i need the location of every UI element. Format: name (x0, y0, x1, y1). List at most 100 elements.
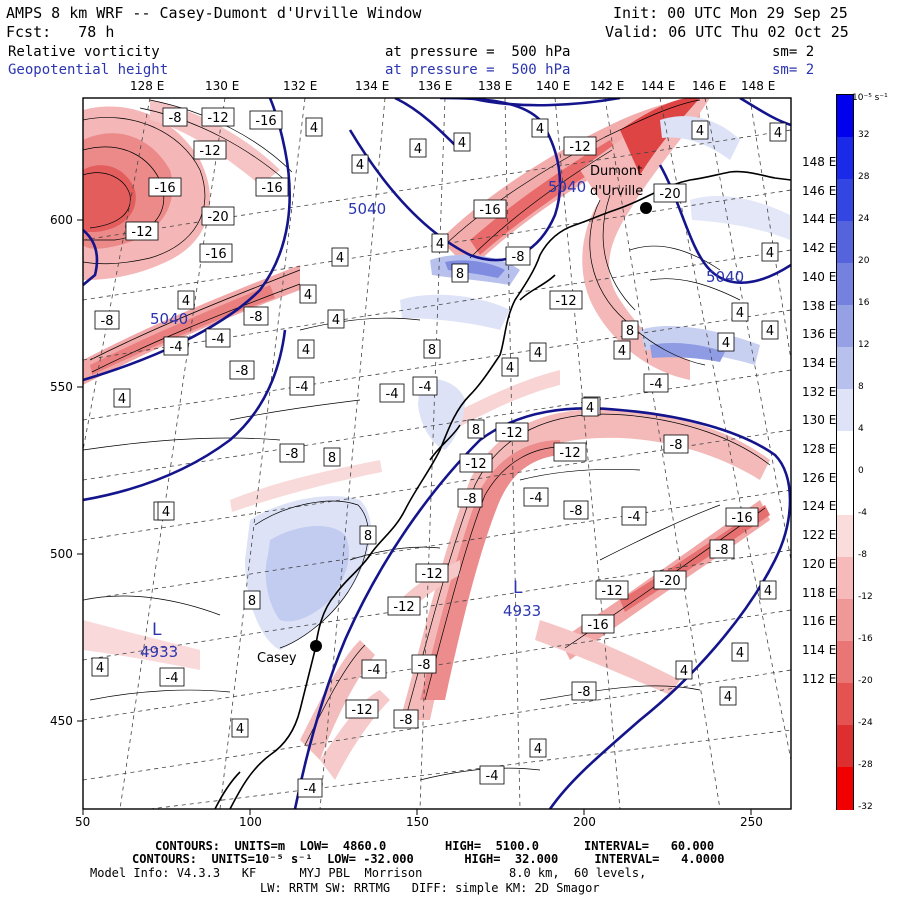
vorticity-label: 4 (182, 294, 190, 309)
vorticity-label: 8 (428, 343, 436, 358)
vorticity-label: -4 (166, 671, 179, 686)
vorticity-label-box (243, 306, 269, 326)
vorticity-label-box (581, 614, 615, 634)
vorticity-label-box (505, 246, 531, 266)
vorticity-label: -16 (255, 114, 276, 129)
colorbar-tick-label: 4 (858, 424, 864, 434)
vorticity-label: 8 (364, 529, 372, 544)
colorbar-tick-label: 20 (858, 256, 870, 266)
footer-physics-info: LW: RRTM SW: RRTMG DIFF: simple KM: 2D S… (260, 881, 600, 895)
vorticity-label: 4 (764, 584, 772, 599)
vorticity-label-box (148, 177, 182, 197)
vorticity-label: 8 (248, 594, 256, 609)
vorticity-label: -8 (400, 713, 413, 728)
vorticity-label-box (94, 310, 120, 330)
vorticity-label-box (467, 419, 485, 439)
vorticity-label: 4 (766, 246, 774, 261)
vorticity-label-box (453, 132, 471, 152)
vorticity-label: 4 (774, 126, 782, 141)
colorbar-segment (837, 473, 853, 516)
vorticity-label-box (571, 681, 597, 701)
vorticity-label-box (621, 506, 647, 526)
vorticity-label: -4 (212, 332, 225, 347)
vorticity-label-box (163, 336, 189, 356)
colorbar-segment (837, 641, 853, 684)
vorticity-label-box (177, 290, 195, 310)
vorticity-label: 4 (722, 336, 730, 351)
vorticity-label: 4 (536, 122, 544, 137)
vorticity-label: 4 (680, 664, 688, 679)
colorbar-tick-label: 16 (858, 298, 870, 308)
colorbar-segment (837, 305, 853, 348)
lat-lon-grid (83, 98, 791, 809)
vorticity-label-box (549, 290, 583, 310)
footer-height-interval: INTERVAL= 60.000 (584, 839, 715, 853)
vorticity-label: 4 (162, 505, 170, 520)
vorticity-label: -8 (570, 504, 583, 519)
right-lon-label: 146 E (802, 183, 837, 198)
vorticity-label-box (162, 107, 188, 127)
vorticity-label: -16 (479, 203, 500, 218)
vorticity-label-box (663, 434, 689, 454)
vorticity-label-box (563, 500, 589, 520)
vorticity-label-box (563, 136, 597, 156)
vorticity-label-box (345, 699, 379, 719)
height-label-4: 5040 (150, 310, 189, 328)
vorticity-label-box (199, 243, 233, 263)
colorbar-tick-label: -24 (858, 718, 873, 728)
vorticity-label: 4 (332, 313, 340, 328)
vorticity-label-box (411, 654, 437, 674)
forecast-hour: Fcst: 78 h (6, 23, 115, 41)
right-lon-label: 132 E (802, 384, 837, 399)
height-label-2: 5040 (548, 178, 587, 196)
vorticity-label-box (351, 154, 369, 174)
field1-smoothing: sm= 2 (772, 44, 815, 60)
vorticity-label-box (393, 709, 419, 729)
right-lon-label: 116 E (802, 614, 837, 629)
vorticity-label-box (761, 242, 779, 262)
top-lon-label: 128 E (130, 79, 165, 93)
top-lon-label: 146 E (692, 79, 727, 93)
colorbar-tick-label: -16 (858, 634, 873, 644)
vorticity-label: -4 (368, 663, 381, 678)
colorbar-segment (837, 389, 853, 432)
vorticity-labels: -8 -12 -16 -12 -16 -20 -16 -12 -16 -8 -4 -8 -4 -8 -4 -4… (91, 107, 787, 798)
vorticity-label-box (231, 718, 249, 738)
vorticity-label-box (91, 657, 109, 677)
top-lon-label: 130 E (205, 79, 240, 93)
colorbar-segment (837, 599, 853, 642)
vorticity-label-box (523, 487, 549, 507)
right-lon-label: 122 E (802, 528, 837, 543)
vorticity-label-box (327, 309, 345, 329)
vorticity-label-box (531, 118, 549, 138)
vorticity-label: -8 (250, 310, 263, 325)
vorticity-label-box (643, 373, 669, 393)
vorticity-label: -20 (659, 574, 680, 589)
vorticity-label-box (621, 320, 639, 340)
colorbar-tick-label: 12 (858, 340, 870, 350)
vorticity-label-box (255, 177, 289, 197)
colorbar-tick-label: -32 (858, 802, 873, 812)
vorticity-label: -12 (569, 140, 590, 155)
valid-time: Valid: 06 UTC Thu 02 Oct 25 (605, 23, 849, 41)
right-lon-label: 140 E (802, 269, 837, 284)
low-mark-2: L (152, 620, 162, 640)
vorticity-label-box (529, 738, 547, 758)
vorticity-label: 4 (436, 237, 444, 252)
vorticity-label-box (412, 376, 438, 396)
y-tick-600: 600 (50, 213, 73, 227)
vorticity-label-box (731, 642, 749, 662)
colorbar-segment (837, 137, 853, 180)
vorticity-label: 4 (766, 324, 774, 339)
colorbar-segment (837, 557, 853, 600)
vorticity-label: 4 (506, 361, 514, 376)
station-dumont-marker (640, 202, 652, 214)
vorticity-label-box (201, 206, 235, 226)
vorticity-label-box (431, 233, 449, 253)
right-lon-label: 114 E (802, 642, 837, 657)
vorticity-label-box (359, 525, 377, 545)
vorticity-label-box (653, 183, 687, 203)
vorticity-label-box (495, 422, 529, 442)
map-title: AMPS 8 km WRF -- Casey-Dumont d'Urville … (6, 4, 422, 22)
